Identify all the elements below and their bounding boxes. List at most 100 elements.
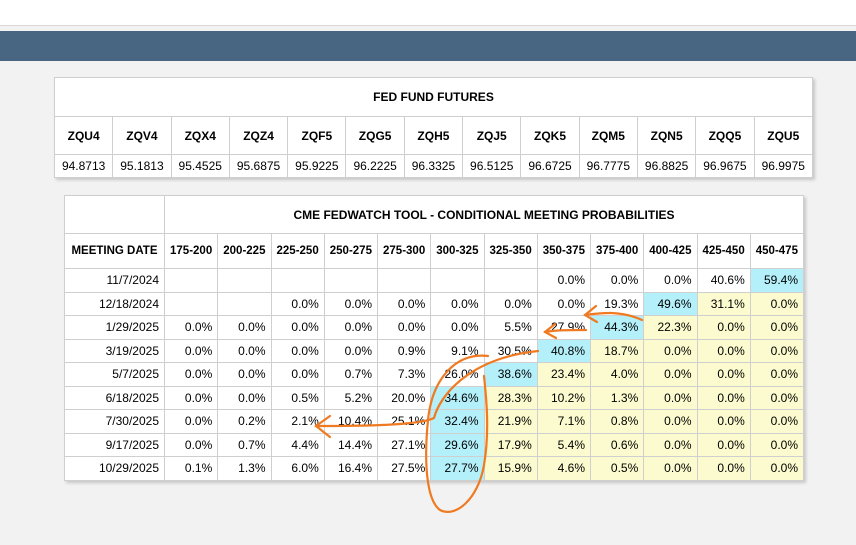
probability-cell: 7.1% <box>536 409 592 434</box>
contract-price: 96.9675 <box>695 154 755 178</box>
contract-code: ZQN5 <box>636 116 697 155</box>
probability-cell: 14.4% <box>323 432 379 457</box>
probability-cell: 19.3% <box>589 291 645 316</box>
probability-cell <box>270 268 325 293</box>
probability-cell: 5.2% <box>323 385 379 410</box>
probability-cell: 0.0% <box>163 315 219 340</box>
meeting-row: 6/18/2025 0.0% 0.0% 0.5% 5.2% 20.0% 34.6% 28.3%… <box>64 385 805 410</box>
meeting-date: 12/18/2024 <box>64 291 165 316</box>
probability-cell: 38.6% <box>483 362 538 387</box>
rate-range-header: 450-475 <box>749 233 805 269</box>
probability-cell: 0.0% <box>270 315 325 340</box>
probability-cell: 0.0% <box>643 432 698 457</box>
probability-cell: 0.0% <box>163 338 219 363</box>
rate-range-header: 375-400 <box>589 233 645 269</box>
probability-cell: 0.0% <box>430 291 485 316</box>
probability-cell: 0.0% <box>323 315 379 340</box>
contract-code: ZQJ5 <box>462 116 522 155</box>
probability-cell: 0.0% <box>749 385 805 410</box>
fedwatch-probabilities-table: CME FEDWATCH TOOL - CONDITIONAL MEETING … <box>64 195 805 481</box>
contract-code: ZQX4 <box>170 116 230 155</box>
probability-cell: 0.0% <box>483 291 538 316</box>
probability-cell: 0.0% <box>536 268 592 293</box>
probability-cell: 27.1% <box>376 432 432 457</box>
meeting-date: 10/29/2025 <box>64 456 165 481</box>
contract-price: 95.6875 <box>228 154 289 178</box>
contract-price: 96.3325 <box>403 154 464 178</box>
rate-range-header: 200-225 <box>217 233 272 269</box>
probability-cell: 0.0% <box>589 268 645 293</box>
meeting-row: 9/17/2025 0.0% 0.7% 4.4% 14.4% 27.1% 29.6% 17.9… <box>64 432 805 457</box>
probability-cell: 27.9% <box>536 315 592 340</box>
rate-range-header: 300-325 <box>430 233 485 269</box>
probability-cell <box>323 268 379 293</box>
probability-cell <box>163 291 219 316</box>
meeting-row: 1/29/2025 0.0% 0.0% 0.0% 0.0% 0.0% 0.0% 5.5% 27.… <box>64 315 805 340</box>
probability-cell: 18.7% <box>589 338 645 363</box>
probability-cell: 4.4% <box>270 432 325 457</box>
probability-cell: 32.4% <box>430 409 485 434</box>
fedwatch-title: CME FEDWATCH TOOL - CONDITIONAL MEETING … <box>164 195 804 234</box>
contract-price: 96.2225 <box>345 154 405 178</box>
contract-price: 95.9225 <box>287 154 347 178</box>
probability-cell: 1.3% <box>589 385 645 410</box>
probability-cell <box>217 291 272 316</box>
probability-cell: 0.0% <box>323 338 379 363</box>
probability-cell: 0.0% <box>696 432 751 457</box>
probability-cell: 0.0% <box>749 291 805 316</box>
probability-cell: 0.8% <box>589 409 645 434</box>
probability-cell: 0.0% <box>749 456 805 481</box>
probability-cell: 0.1% <box>163 456 219 481</box>
futures-title: FED FUND FUTURES <box>54 77 813 117</box>
probability-cell: 0.0% <box>270 338 325 363</box>
probability-cell <box>483 268 538 293</box>
probability-cell: 9.1% <box>430 338 485 363</box>
futures-prices-row: 94.8713 95.1813 95.4525 95.6875 95.9225 96.22… <box>53 154 814 178</box>
contract-price: 95.1813 <box>112 154 172 178</box>
meeting-row: 11/7/2024 0.0% 0.0% 0.0% 40.6% 59.4% <box>64 268 805 293</box>
probability-cell: 0.0% <box>749 409 805 434</box>
probability-cell: 40.6% <box>696 268 751 293</box>
meeting-date: 5/7/2025 <box>64 362 165 387</box>
meeting-date: 6/18/2025 <box>64 385 165 410</box>
probability-cell: 0.0% <box>749 432 805 457</box>
probability-cell: 0.7% <box>323 362 379 387</box>
rate-range-header: 350-375 <box>536 233 592 269</box>
probability-cell: 0.0% <box>163 362 219 387</box>
probability-cell: 6.0% <box>270 456 325 481</box>
probability-cell: 0.0% <box>217 385 272 410</box>
contract-code: ZQZ4 <box>228 116 289 155</box>
probability-cell: 44.3% <box>589 315 645 340</box>
contract-price: 96.7775 <box>578 154 638 178</box>
probability-cell: 0.0% <box>749 315 805 340</box>
probability-cell: 0.0% <box>217 315 272 340</box>
probability-cell: 0.0% <box>696 456 751 481</box>
probability-cell: 0.0% <box>643 362 698 387</box>
probability-cell: 25.1% <box>376 409 432 434</box>
probability-cell: 0.0% <box>163 409 219 434</box>
probability-cell: 0.0% <box>749 362 805 387</box>
contract-code: ZQQ5 <box>695 116 755 155</box>
probability-cell <box>217 268 272 293</box>
probability-cell: 15.9% <box>483 456 538 481</box>
probability-cell: 27.5% <box>376 456 432 481</box>
rate-range-header: 325-350 <box>483 233 538 269</box>
fedwatch-body: 11/7/2024 0.0% 0.0% 0.0% 40.6% 59.4% 12/18/202… <box>64 268 805 481</box>
rate-range-header: 225-250 <box>270 233 325 269</box>
contract-code: ZQU5 <box>753 116 814 155</box>
fed-fund-futures-table: FED FUND FUTURES ZQU4 ZQV4 ZQX4 ZQZ4 ZQF5 ZQG… <box>53 77 814 178</box>
meeting-date: 11/7/2024 <box>64 268 165 293</box>
contract-price: 96.6725 <box>520 154 580 178</box>
probability-cell: 4.0% <box>589 362 645 387</box>
contract-price: 96.9975 <box>753 154 814 178</box>
probability-cell: 0.0% <box>643 268 698 293</box>
probability-cell: 10.2% <box>536 385 592 410</box>
probability-cell: 7.3% <box>376 362 432 387</box>
probability-cell <box>376 268 432 293</box>
meeting-date: 7/30/2025 <box>64 409 165 434</box>
contract-price: 95.4525 <box>170 154 230 178</box>
probability-cell: 10.4% <box>323 409 379 434</box>
probability-cell: 21.9% <box>483 409 538 434</box>
probability-cell: 0.0% <box>643 456 698 481</box>
meeting-date: 3/19/2025 <box>64 338 165 363</box>
